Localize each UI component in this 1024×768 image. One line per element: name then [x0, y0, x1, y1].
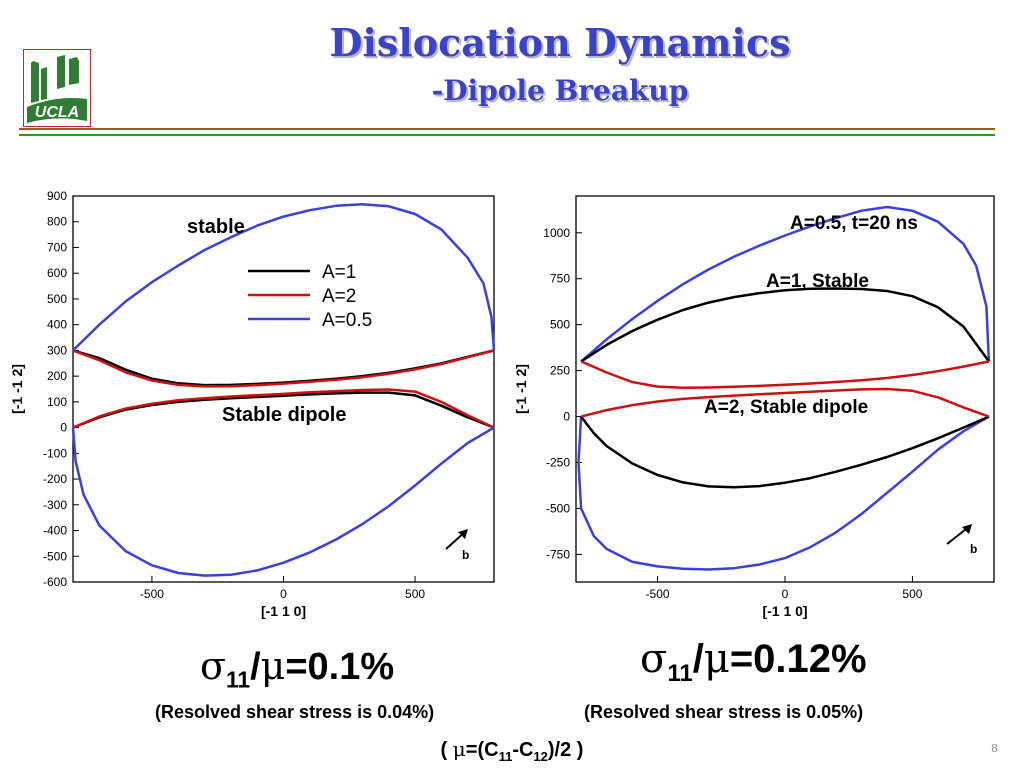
ucla-logo: UCLA [23, 49, 91, 127]
dislocation-curve [580, 287, 990, 363]
x-tick-label: 0 [782, 587, 789, 601]
formula-open: ( [440, 739, 453, 761]
y-tick-label: 900 [47, 189, 67, 203]
resolved-stress-note-left: (Resolved shear stress is 0.04%) [155, 702, 435, 722]
annotation-a05: A=0.5, t=20 ns [790, 213, 918, 234]
formula-eq: =(C [465, 739, 499, 761]
y-tick-label: -750 [546, 547, 570, 561]
x-tick-label: 500 [405, 587, 425, 601]
chart-right: 1000 750 500 250 0 -250 -500 -750 -500 0 500 [-1 1 … [513, 195, 995, 619]
x-tick-label: -500 [140, 587, 164, 601]
y-tick-label: 100 [47, 395, 67, 409]
header-rule-top [19, 128, 995, 130]
mu-symbol: μ [260, 644, 286, 688]
x-tick-label: -500 [646, 587, 670, 601]
annotation-a1-stable: A=1, Stable [766, 271, 869, 292]
shear-modulus-formula: ( μ=(C11-C12)/2 ) [0, 737, 1024, 764]
mu-symbol: μ [703, 636, 730, 682]
y-tick-label: 750 [550, 272, 570, 286]
plot-frame [575, 195, 995, 583]
annotation-stable-dipole: Stable dipole [222, 404, 346, 426]
y-tick-label: 500 [550, 318, 570, 332]
y-tick-label: 300 [47, 343, 67, 357]
series-line-a-1 [72, 349, 495, 387]
y-tick-label: -400 [43, 524, 67, 538]
y-tick-label: -300 [43, 498, 67, 512]
y-tick-label: -500 [546, 501, 570, 515]
y-tick-label: 700 [47, 240, 67, 254]
legend: A=1 A=2 A=0.5 [248, 262, 372, 331]
resolved-stress-note-right: (Resolved shear stress is 0.05%) [584, 702, 864, 722]
series-line-a-0-5 [71, 426, 495, 577]
annotation-stable: stable [187, 216, 245, 238]
burgers-label: b [462, 548, 469, 562]
sigma-subscript: 11 [667, 660, 693, 687]
sigma-subscript: 11 [225, 666, 251, 693]
burgers-arrow-head [962, 524, 972, 534]
legend-label: A=0.5 [322, 310, 372, 331]
formula-sub-11: 11 [498, 749, 513, 764]
y-axis-label: [-1 -1 2] [513, 364, 529, 414]
sigma-symbol: σ [200, 644, 226, 688]
dislocation-curve [580, 415, 990, 489]
y-tick-label: 0 [563, 410, 570, 424]
chart-left: 900 800 700 600 500 400 300 200 100 0 -100 -200 -300… [9, 189, 496, 619]
stress-ratio-right: σ11/μ=0.12% [640, 636, 867, 688]
y-tick-label: 600 [47, 266, 67, 280]
dislocation-curve [580, 387, 990, 418]
x-tick-label: 0 [280, 587, 287, 601]
page-number: 8 [991, 742, 998, 755]
header-rule-bottom [19, 134, 995, 136]
y-tick-label: -500 [43, 549, 67, 563]
burgers-label: b [970, 542, 977, 556]
legend-label: A=1 [322, 262, 356, 283]
dislocation-curve [580, 205, 991, 363]
slide-title: Dislocation Dynamics [329, 20, 791, 65]
series-line-a-2 [72, 349, 495, 388]
series-line-a-0-5 [72, 202, 496, 352]
mu-symbol: μ [452, 737, 466, 761]
y-axis-label: [-1 -1 2] [9, 364, 25, 414]
plot-frame [72, 195, 495, 583]
sigma-symbol: σ [640, 636, 668, 682]
series-line-a-2 [72, 388, 495, 429]
formula-minus: -C [512, 739, 534, 761]
y-tick-label: -200 [43, 472, 67, 486]
stress-ratio-left: σ11/μ=0.1% [200, 644, 394, 694]
logo-text: UCLA [35, 104, 79, 121]
slash: / [692, 637, 704, 681]
y-tick-label: -100 [43, 446, 67, 460]
y-tick-label: -250 [546, 456, 570, 470]
y-tick-label: 800 [47, 215, 67, 229]
stress-value: =0.1% [285, 646, 395, 688]
x-axis-label: [-1 1 0] [762, 603, 807, 619]
dislocation-curve [580, 360, 990, 389]
annotation-a2-dipole: A=2, Stable dipole [704, 397, 868, 418]
y-tick-label: -600 [43, 575, 67, 589]
stress-value: =0.12% [729, 637, 867, 681]
formula-sub-12: 12 [533, 749, 548, 764]
x-axis-label: [-1 1 0] [261, 603, 306, 619]
y-tick-label: 0 [60, 421, 67, 435]
y-tick-label: 400 [47, 318, 67, 332]
y-tick-label: 1000 [543, 226, 570, 240]
y-tick-label: 500 [47, 292, 67, 306]
y-tick-label: 200 [47, 369, 67, 383]
y-tick-label: 250 [550, 364, 570, 378]
slide-subtitle: -Dipole Breakup [431, 74, 689, 107]
slash: / [250, 646, 261, 688]
formula-close: )/2 ) [547, 739, 584, 761]
burgers-arrow-head [458, 529, 468, 539]
legend-label: A=2 [322, 286, 356, 307]
dislocation-curve [577, 415, 990, 571]
x-tick-label: 500 [902, 587, 922, 601]
